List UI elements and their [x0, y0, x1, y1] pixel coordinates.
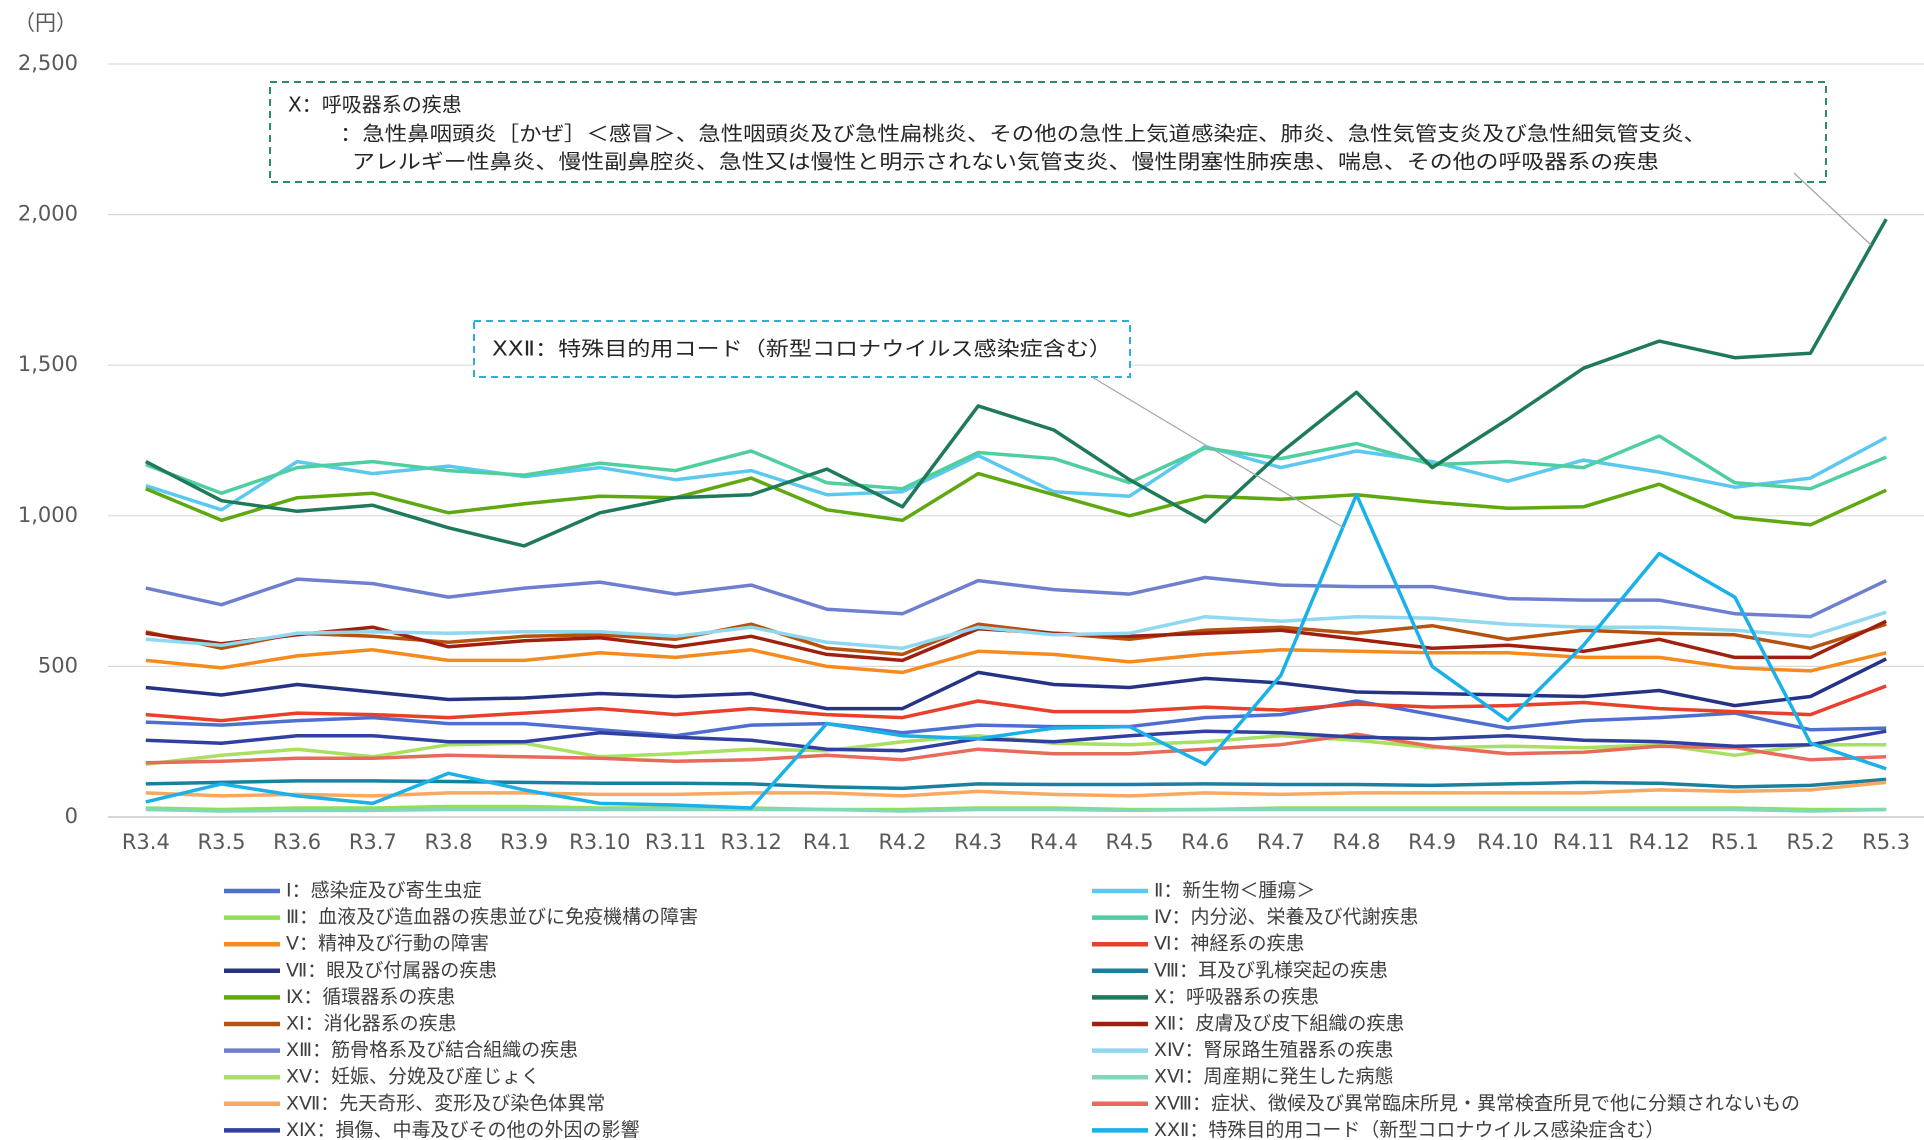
annotation-text: ：急性鼻咽頭炎［かぜ］＜感冒＞、急性咽頭炎及び急性扁桃炎、その他の急性上気道感染…: [340, 122, 1706, 146]
legend-label: ⅩⅤ：妊娠、分娩及び産じょく: [286, 1066, 540, 1088]
annotation-box: [269, 81, 1827, 183]
series-line: [145, 434, 1887, 495]
x-tick-label: R3.11: [645, 830, 706, 854]
x-tick-label: R4.9: [1408, 830, 1456, 854]
legend-label: Ⅱ：新生物＜腫瘍＞: [1154, 880, 1315, 902]
x-tick-label: R4.10: [1477, 830, 1538, 854]
x-tick-label: R4.3: [954, 830, 1002, 854]
x-tick-label: R4.5: [1106, 830, 1154, 854]
series-line: [145, 729, 1887, 753]
legend-label: Ⅸ：循環器系の疾患: [286, 986, 455, 1008]
x-tick-label: R4.6: [1181, 830, 1229, 854]
legend-label: ⅩⅢ：筋骨格系及び結合組織の疾患: [286, 1039, 578, 1061]
leader-line: [1793, 172, 1872, 246]
y-tick-label: 1,000: [18, 503, 78, 527]
series-line: [145, 807, 1887, 813]
x-tick-label: R3.6: [273, 830, 321, 854]
legend-label: ⅩⅣ：腎尿路生殖器系の疾患: [1154, 1039, 1394, 1061]
x-tick-label: R4.2: [879, 830, 927, 854]
x-tick-label: R5.3: [1862, 830, 1910, 854]
y-tick-label: 1,500: [18, 352, 78, 376]
legend-label: Ⅴ：精神及び行動の障害: [286, 933, 489, 955]
series-line: [145, 610, 1887, 651]
x-tick-label: R4.8: [1333, 830, 1381, 854]
legend-label: Ⅳ：内分泌、栄養及び代謝疾患: [1154, 906, 1419, 928]
x-tick-label: R4.11: [1553, 830, 1614, 854]
legend-label: ⅩⅥ：周産期に発生した病態: [1154, 1066, 1394, 1088]
y-tick-label: 500: [38, 653, 78, 677]
series-line: [145, 657, 1887, 711]
y-tick-label: 2,500: [18, 51, 78, 75]
series-line: [145, 648, 1887, 675]
x-tick-label: R5.2: [1787, 830, 1835, 854]
x-tick-label: R4.7: [1257, 830, 1305, 854]
series-line: [145, 699, 1887, 738]
legend-label: ⅩⅩⅡ：特殊目的用コード（新型コロナウイルス感染症含む）: [1154, 1119, 1664, 1140]
series-line: [145, 575, 1887, 619]
x-tick-label: R3.5: [198, 830, 246, 854]
x-tick-label: R3.10: [569, 830, 630, 854]
legend-label: Ⅹ：呼吸器系の疾患: [1154, 986, 1319, 1008]
series-line: [145, 732, 1887, 765]
x-tick-label: R3.4: [122, 830, 170, 854]
y-tick-label: 2,000: [18, 202, 78, 226]
x-tick-label: R5.1: [1711, 830, 1759, 854]
x-tick-label: R4.12: [1628, 830, 1689, 854]
series-line: [145, 471, 1887, 527]
x-tick-label: R4.1: [803, 830, 851, 854]
legend-label: ⅩⅠ：消化器系の疾患: [286, 1013, 457, 1035]
x-tick-label: R3.9: [500, 830, 548, 854]
x-tick-label: R3.7: [349, 830, 397, 854]
annotation-box: [473, 320, 1131, 378]
annotation-text: アレルギー性鼻炎、慢性副鼻腔炎、急性又は慢性と明示されない気管支炎、慢性閉塞性肺…: [352, 150, 1659, 174]
series-line: [145, 492, 1887, 810]
annotation-text: Ⅹ：呼吸器系の疾患: [288, 93, 462, 117]
legend-label: ⅩⅧ：症状、徴候及び異常臨床所見・異常検査所見で他に分類されないもの: [1154, 1092, 1800, 1114]
x-tick-label: R3.12: [720, 830, 781, 854]
annotation-text: ⅩⅩⅡ：特殊目的用コード（新型コロナウイルス感染症含む）: [492, 337, 1112, 361]
legend-label: Ⅷ：耳及び乳様突起の疾患: [1154, 959, 1388, 981]
x-tick-label: R4.4: [1030, 830, 1078, 854]
legend-label: Ⅶ：眼及び付属器の疾患: [286, 959, 497, 981]
legend-label: Ⅲ：血液及び造血器の疾患並びに免疫機構の障害: [286, 906, 698, 928]
legend-label: ⅩⅡ：皮膚及び皮下組織の疾患: [1154, 1013, 1404, 1035]
legend-label: Ⅰ：感染症及び寄生虫症: [286, 880, 482, 902]
series-line: [145, 780, 1887, 798]
y-axis-label: （円）: [14, 11, 77, 35]
legend-label: Ⅵ：神経系の疾患: [1154, 933, 1305, 955]
series-line: [145, 777, 1887, 791]
y-tick-label: 0: [65, 804, 78, 828]
leader-line: [1091, 376, 1345, 529]
x-tick-label: R3.8: [425, 830, 473, 854]
legend-label: ⅩⅦ：先天奇形、変形及び染色体異常: [286, 1092, 605, 1114]
series-line: [145, 684, 1887, 723]
legend-label: ⅩⅨ：損傷、中毒及びその他の外因の影響: [286, 1119, 639, 1140]
series-line: [144, 218, 1888, 548]
